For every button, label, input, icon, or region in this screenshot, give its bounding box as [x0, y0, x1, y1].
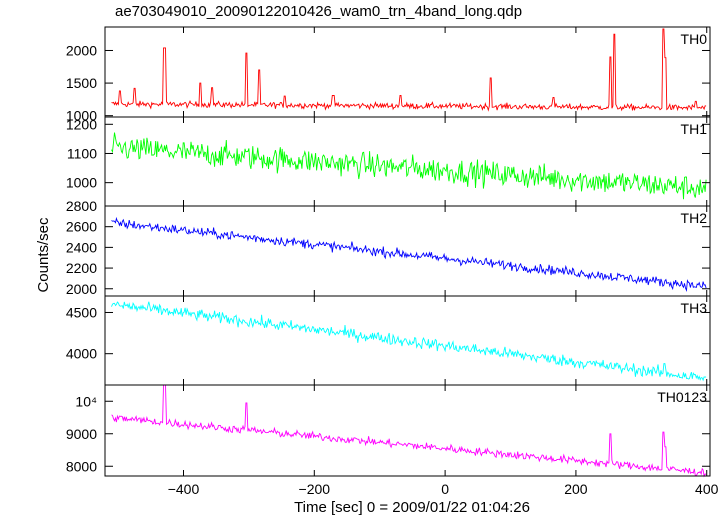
panel-th1: 1000 1100 1200 TH1: [66, 116, 711, 207]
y-tick-label: 1500: [66, 75, 97, 91]
series-th0123: [111, 384, 707, 478]
y-tick-label: 2400: [66, 239, 97, 255]
x-tick-label: 0: [441, 481, 449, 497]
panel-label-th0123: TH0123: [657, 389, 707, 405]
y-tick-label: 10⁴: [75, 393, 97, 409]
y-tick-label: 2000: [66, 42, 97, 58]
x-axis: −400 −200 0 200 400: [168, 481, 719, 497]
panel-frame: [104, 116, 711, 207]
y-tick-label: 9000: [66, 426, 97, 442]
panel-label-th1: TH1: [681, 121, 708, 137]
x-tick-label: 400: [695, 481, 719, 497]
panel-frame: [104, 384, 711, 477]
series-th3: [111, 301, 707, 382]
y-tick-label: 1200: [66, 116, 97, 132]
y-tick-label: 4000: [66, 346, 97, 362]
y-axis-label: Counts/sec: [35, 217, 52, 293]
x-tick-label: −400: [168, 481, 200, 497]
panel-th0123: 8000 9000 10⁴ TH0123: [66, 384, 711, 478]
panel-th0: 1000 1500 2000 TH0: [66, 26, 711, 124]
series-th2: [111, 216, 707, 293]
x-axis-label: Time [sec] 0 = 2009/01/22 01:04:26: [294, 499, 530, 516]
y-tick-label: 2200: [66, 260, 97, 276]
y-tick-label: 2600: [66, 219, 97, 235]
y-tick-label: 4500: [66, 304, 97, 320]
panel-label-th3: TH3: [681, 300, 708, 316]
panels-group: 1000 1500 2000 TH0 1000 1100 1200 TH1 2000 2200 24…: [66, 26, 711, 478]
chart-title: ae703049010_20090122010426_wam0_trn_4ban…: [115, 3, 523, 20]
y-tick-label: 1100: [67, 145, 97, 161]
series-th0: [111, 28, 707, 112]
series-th1: [111, 132, 707, 200]
panel-label-th2: TH2: [681, 210, 708, 226]
x-tick-label: −200: [299, 481, 331, 497]
panel-th3: 4000 4500 TH3: [66, 295, 711, 386]
y-tick-label: 1000: [66, 175, 97, 191]
y-tick-label: 1000: [66, 108, 97, 124]
panel-frame: [104, 295, 711, 386]
y-tick-label: 2000: [66, 281, 97, 297]
y-tick-label: 8000: [66, 458, 97, 474]
panel-th2: 2000 2200 2400 2600 2800 TH2: [66, 198, 711, 297]
panel-label-th0: TH0: [681, 31, 708, 47]
panel-frame: [104, 205, 711, 297]
x-tick-label: 200: [564, 481, 588, 497]
y-tick-label: 2800: [66, 198, 97, 214]
